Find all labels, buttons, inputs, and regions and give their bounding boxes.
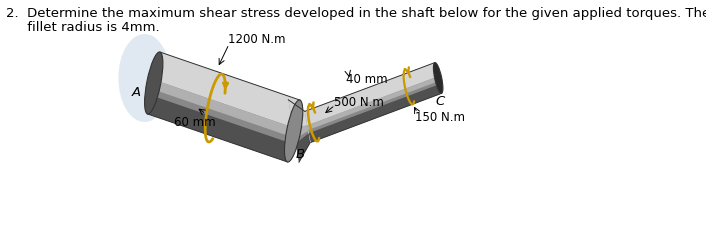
Polygon shape [152,80,294,137]
Polygon shape [148,52,300,162]
Text: 150 N.m: 150 N.m [415,110,465,124]
Polygon shape [288,100,310,162]
Polygon shape [307,76,439,130]
Ellipse shape [285,100,303,162]
Text: C: C [435,95,444,108]
Text: 1200 N.m: 1200 N.m [228,32,286,46]
Polygon shape [148,95,291,162]
Polygon shape [309,84,441,142]
Text: 500 N.m: 500 N.m [335,95,384,109]
Polygon shape [155,52,300,128]
Polygon shape [304,63,441,142]
Text: 2.  Determine the maximum shear stress developed in the shaft below for the give: 2. Determine the maximum shear stress de… [6,7,706,20]
Text: B: B [295,148,304,161]
Polygon shape [296,133,310,162]
Text: 40 mm: 40 mm [346,73,388,86]
Text: fillet radius is 4mm.: fillet radius is 4mm. [6,21,160,34]
Ellipse shape [119,34,171,122]
Polygon shape [288,100,307,128]
Text: A: A [131,86,140,98]
Polygon shape [304,63,438,125]
Ellipse shape [145,52,163,114]
Text: 60 mm: 60 mm [174,116,215,129]
Ellipse shape [433,63,443,94]
Polygon shape [293,125,308,139]
